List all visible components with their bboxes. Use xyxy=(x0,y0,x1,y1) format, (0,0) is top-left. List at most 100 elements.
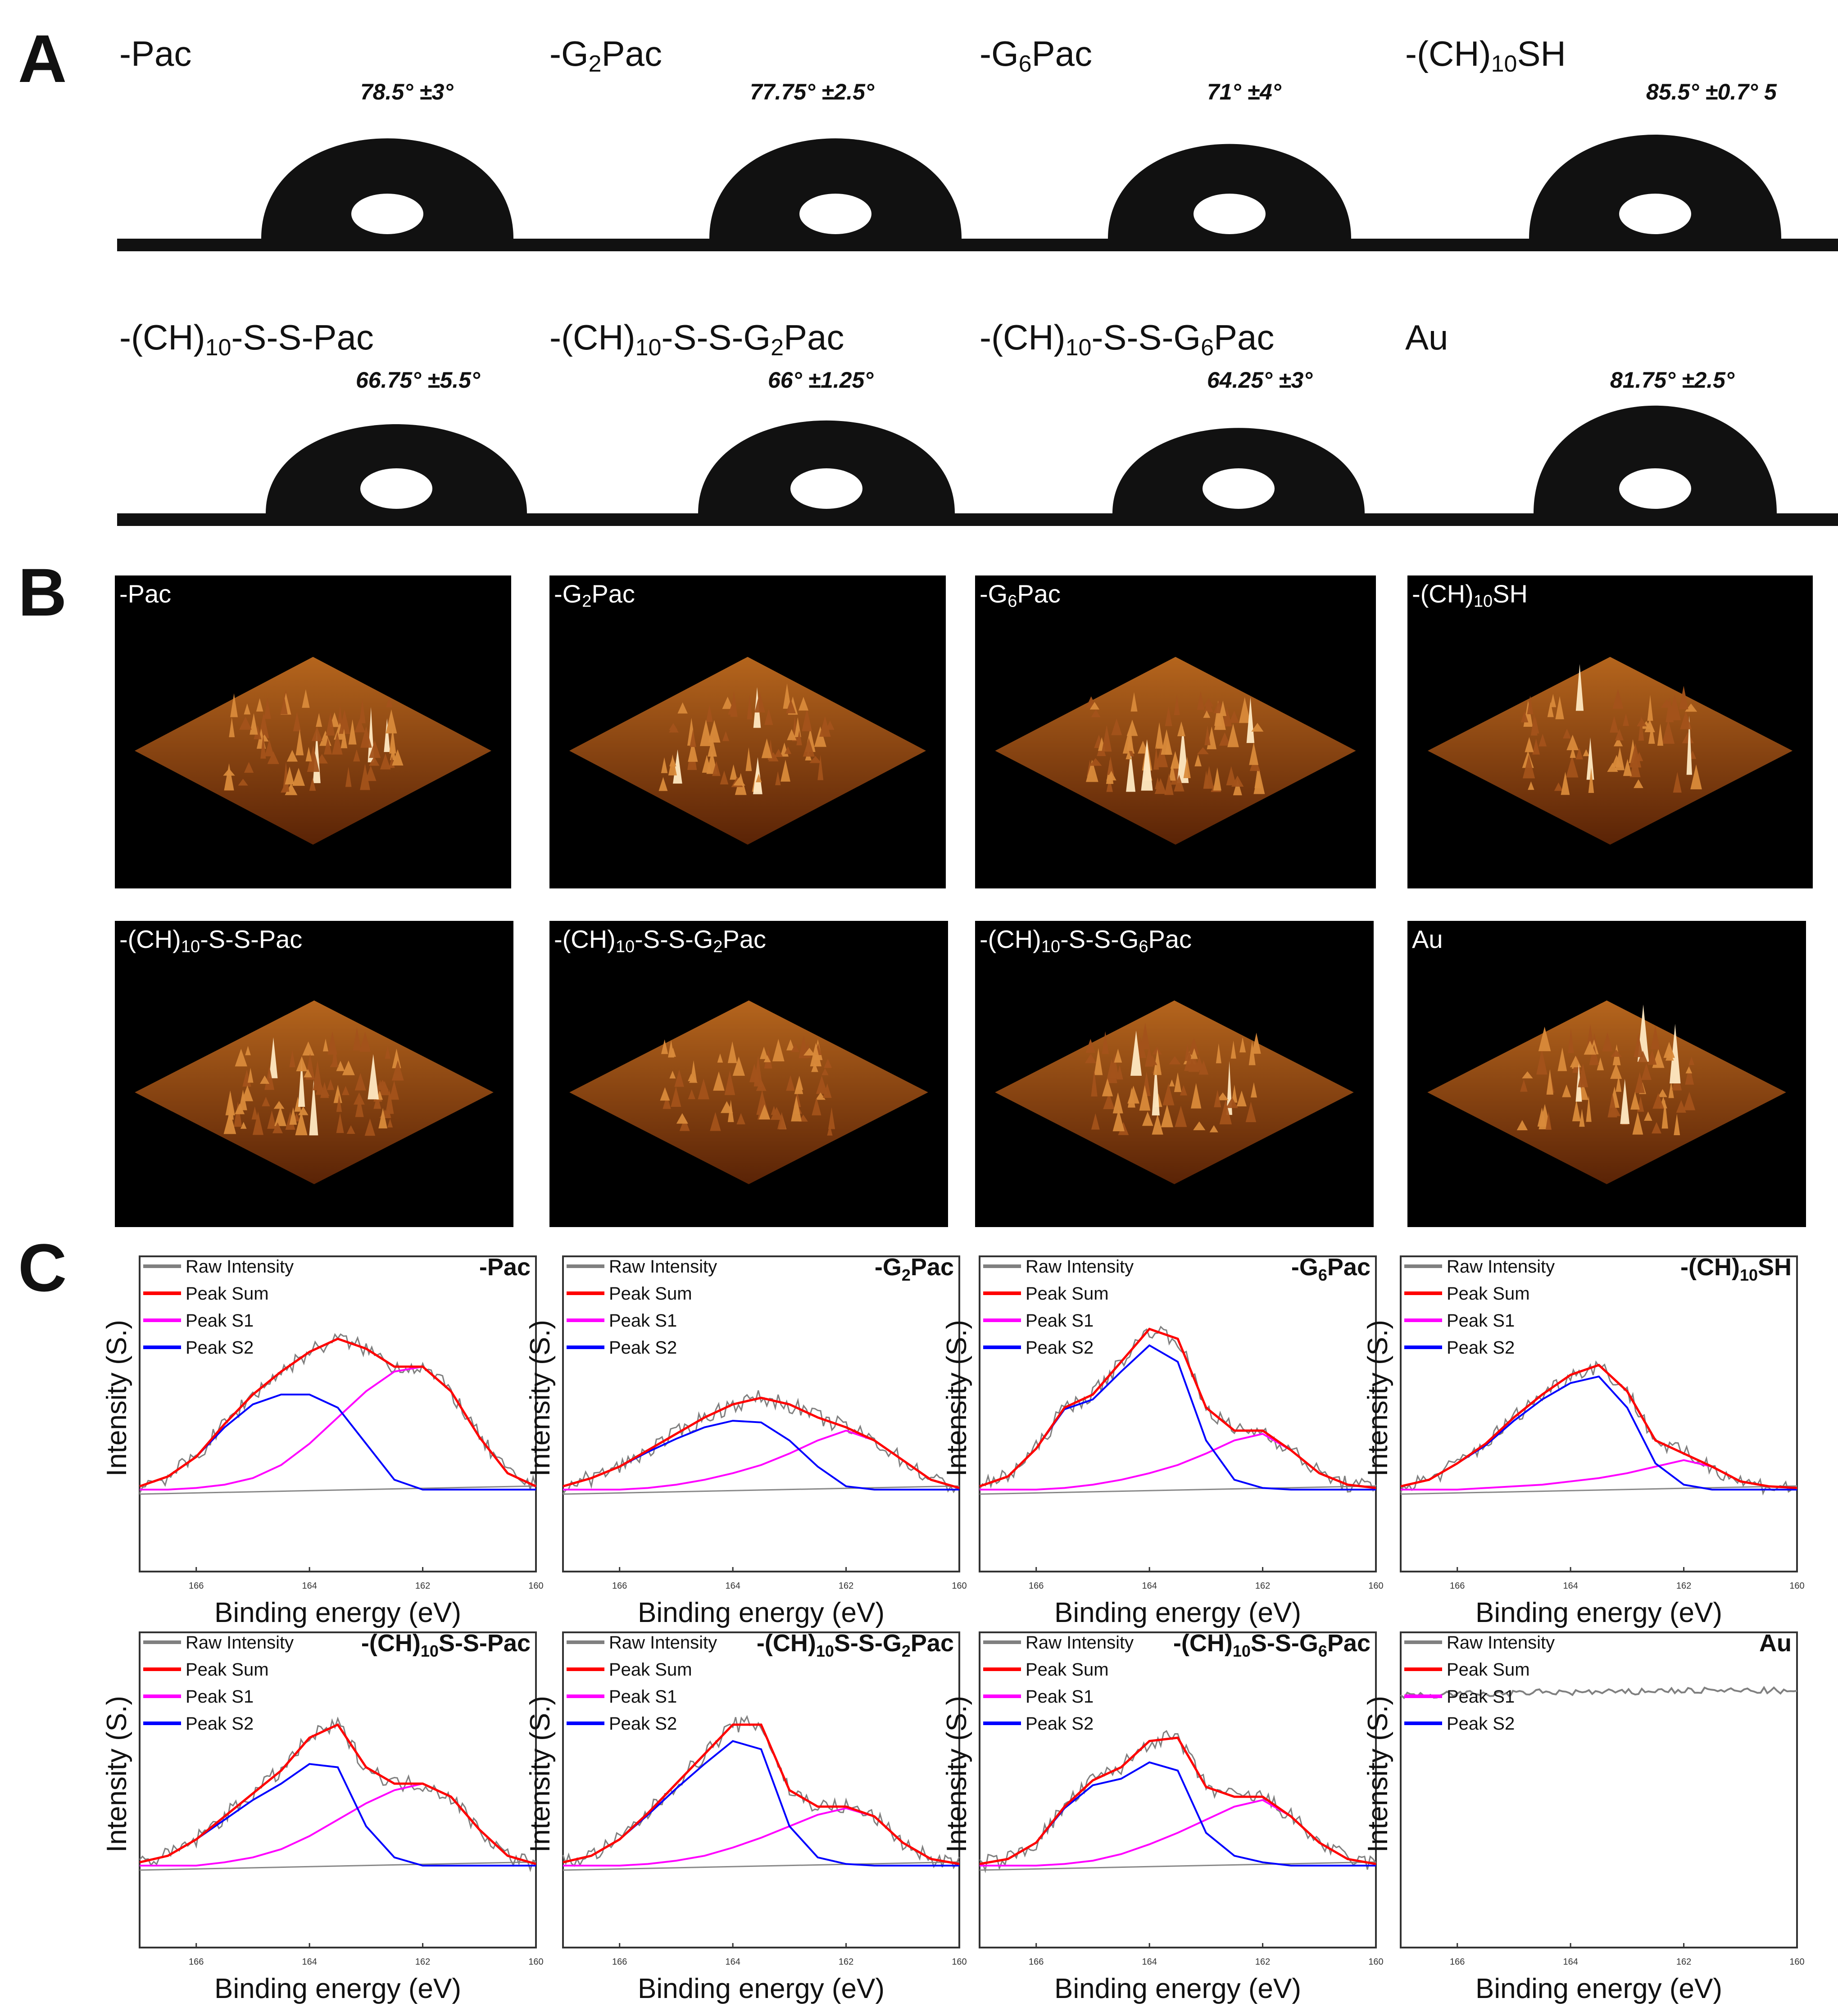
afm-peak xyxy=(324,737,332,755)
droplet-image xyxy=(977,144,1428,251)
afm-peak xyxy=(1575,748,1583,760)
afm-peak xyxy=(251,1106,258,1120)
xps-chart: 166 164 162 160 Binding energy (eV) Intensity… xyxy=(525,1630,967,2004)
afm-peak xyxy=(791,1096,802,1122)
afm-peak xyxy=(384,718,390,752)
afm-peak xyxy=(389,1080,399,1100)
afm-peak xyxy=(803,1047,816,1056)
afm-peak xyxy=(1629,755,1641,778)
afm-peak xyxy=(756,1079,767,1091)
afm-peak xyxy=(1657,724,1664,746)
afm-peak xyxy=(1522,754,1535,779)
afm-peak xyxy=(669,757,676,766)
afm-peak xyxy=(1197,747,1209,754)
droplet xyxy=(261,138,513,239)
xps-chart: 166 164 162 160 Binding energy (eV) Intensity… xyxy=(1362,1630,1805,2004)
afm-peak xyxy=(264,1066,275,1090)
afm-peak xyxy=(756,774,762,783)
afm-peak xyxy=(354,1073,366,1091)
peak-s1-line xyxy=(140,1365,536,1490)
afm-peak xyxy=(827,1124,833,1136)
afm-peak xyxy=(1214,1090,1221,1107)
afm-peak xyxy=(1586,737,1594,780)
droplet xyxy=(698,420,955,513)
afm-peak xyxy=(730,691,738,717)
afm-peak xyxy=(1673,772,1682,793)
afm-peak xyxy=(821,1068,829,1075)
afm-peak xyxy=(1174,775,1184,792)
afm-peak xyxy=(1584,1041,1597,1055)
afm-peak xyxy=(1634,779,1643,788)
afm-peak xyxy=(795,1076,803,1090)
afm-peak xyxy=(764,708,773,725)
afm-peak xyxy=(1091,709,1101,717)
afm-peak xyxy=(1169,1056,1181,1065)
afm-peak xyxy=(1532,716,1539,734)
afm-peak xyxy=(1184,1052,1196,1071)
afm-peak xyxy=(385,1046,390,1059)
afm-peak xyxy=(717,1053,723,1063)
afm-peak xyxy=(722,731,729,741)
x-tick-label: 160 xyxy=(528,1581,543,1591)
peak-sum-line xyxy=(1400,1364,1797,1489)
afm-peak xyxy=(828,1107,835,1129)
y-axis-label: Intensity (S.) xyxy=(101,1320,132,1477)
x-axis-label: Binding energy (eV) xyxy=(638,1973,885,2004)
afm-peak xyxy=(360,764,370,790)
afm-peak xyxy=(1094,1048,1103,1075)
afm-peak xyxy=(302,1041,314,1056)
afm-peak xyxy=(658,777,668,791)
afm-peak xyxy=(1648,724,1655,744)
plot-frame xyxy=(139,1631,537,1948)
afm-peak xyxy=(296,1056,308,1071)
afm-peak xyxy=(689,1076,698,1083)
afm-peak xyxy=(690,729,696,747)
x-tick-label: 164 xyxy=(725,1581,740,1591)
contact-angle-value: 66° ±1.25° xyxy=(768,367,874,393)
afm-peak xyxy=(1516,1120,1528,1130)
afm-peak xyxy=(1229,711,1239,723)
afm-peak xyxy=(824,1059,832,1068)
x-tick-label: 166 xyxy=(1029,1957,1044,1967)
x-axis-label: Binding energy (eV) xyxy=(1054,1597,1301,1628)
afm-peak xyxy=(1520,1079,1528,1092)
afm-peak xyxy=(1190,1048,1198,1059)
afm-peak xyxy=(1623,759,1632,776)
plot-frame xyxy=(979,1255,1377,1572)
legend-label: Peak S2 xyxy=(186,1338,254,1358)
x-tick-label: 160 xyxy=(1789,1957,1804,1967)
afm-peak xyxy=(758,1104,771,1120)
afm-peak xyxy=(244,762,254,773)
afm-peak xyxy=(1641,1063,1652,1080)
afm-peak xyxy=(1638,715,1644,741)
afm-peak xyxy=(1177,721,1185,736)
afm-peak xyxy=(1203,710,1211,718)
afm-peak xyxy=(770,1107,783,1120)
afm-peak xyxy=(1162,1083,1175,1105)
afm-peak xyxy=(1597,1057,1604,1070)
background-line xyxy=(1400,1485,1797,1495)
afm-peak xyxy=(1641,721,1652,729)
afm-peak xyxy=(815,1092,826,1100)
afm-peak xyxy=(1239,1037,1246,1053)
afm-peak xyxy=(311,726,322,741)
contact-angle-value: 77.75° ±2.5° xyxy=(750,79,874,104)
afm-peak xyxy=(369,740,381,758)
afm-peak xyxy=(785,699,796,714)
afm-peak xyxy=(293,712,301,731)
afm-peak xyxy=(1152,1046,1162,1055)
afm-peak xyxy=(702,755,712,773)
afm-peak xyxy=(674,1069,684,1087)
afm-image: -G2Pac xyxy=(549,575,946,888)
afm-peak xyxy=(710,1112,721,1131)
xps-chart: 166 164 162 160 Binding energy (eV) Intensity… xyxy=(525,1254,967,1628)
afm-peak xyxy=(1198,1060,1209,1075)
afm-peak xyxy=(1682,732,1694,743)
plot-frame xyxy=(562,1255,960,1572)
afm-peak xyxy=(333,1084,342,1103)
xps-chart: 166 164 162 160 Binding energy (eV) Intensity… xyxy=(1362,1254,1805,1628)
afm-peak xyxy=(263,698,271,719)
afm-peak xyxy=(1130,692,1138,712)
afm-peak xyxy=(235,1103,245,1114)
afm-peak xyxy=(754,692,765,713)
